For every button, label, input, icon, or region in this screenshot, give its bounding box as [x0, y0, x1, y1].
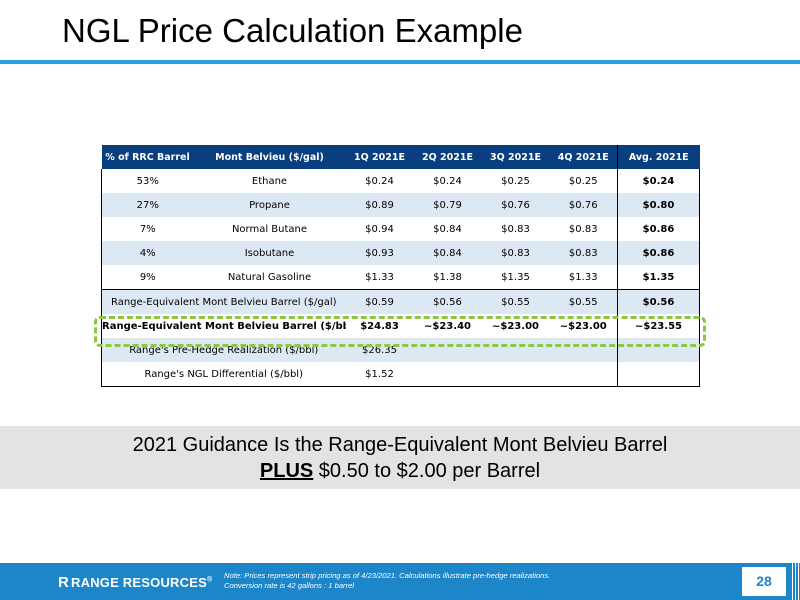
cell-q2: $0.84: [413, 217, 482, 241]
cell-q4: $0.55: [549, 289, 618, 314]
cell-name: Isobutane: [193, 241, 346, 265]
cell-q3: $0.55: [481, 289, 550, 314]
cell-avg: $0.24: [617, 169, 700, 193]
cell-q2: [413, 362, 482, 387]
summary-row-gal: Range-Equivalent Mont Belvieu Barrel ($/…: [101, 289, 700, 314]
cell-q1: $0.24: [345, 169, 414, 193]
cell-avg: $0.56: [617, 289, 700, 314]
footer-bar: R RANGE RESOURCES® Note: Prices represent…: [0, 563, 800, 600]
cell-q3: $0.83: [481, 241, 550, 265]
summary-row-realization: Range's Pre-Hedge Realization ($/bbl) $2…: [101, 338, 700, 362]
banner-line-2: PLUS $0.50 to $2.00 per Barrel: [0, 458, 800, 484]
cell-q4: ~$23.00: [549, 314, 618, 338]
cell-name: Normal Butane: [193, 217, 346, 241]
col-header-4q: 4Q 2021E: [549, 145, 618, 169]
cell-q4: $1.33: [549, 265, 618, 290]
cell-q3: ~$23.00: [481, 314, 550, 338]
col-header-mont-belvieu: Mont Belvieu ($/gal): [193, 145, 346, 169]
cell-avg: $0.86: [617, 241, 700, 265]
cell-q2: $1.38: [413, 265, 482, 290]
cell-name: Ethane: [193, 169, 346, 193]
cell-q2: ~$23.40: [413, 314, 482, 338]
cell-q2: [413, 338, 482, 362]
cell-avg: $0.86: [617, 217, 700, 241]
cell-q4: $0.83: [549, 241, 618, 265]
footnote-line-1: Note: Prices represent strip pricing as …: [224, 571, 551, 580]
summary-label: Range's Pre-Hedge Realization ($/bbl): [101, 338, 346, 362]
ngl-price-table: % of RRC Barrel Mont Belvieu ($/gal) 1Q …: [101, 145, 700, 387]
cell-q4: $0.25: [549, 169, 618, 193]
cell-q3: $0.25: [481, 169, 550, 193]
logo-text: RANGE RESOURCES: [71, 575, 207, 590]
range-r-icon: R: [58, 574, 70, 591]
cell-avg: $1.35: [617, 265, 700, 290]
cell-q1: $0.93: [345, 241, 414, 265]
cell-q1: $26.35: [345, 338, 414, 362]
col-header-1q: 1Q 2021E: [345, 145, 414, 169]
banner-line-1: 2021 Guidance Is the Range-Equivalent Mo…: [132, 434, 668, 456]
cell-q4: [549, 362, 618, 387]
summary-row-differential: Range's NGL Differential ($/bbl) $1.52: [101, 362, 700, 387]
col-header-pct: % of RRC Barrel: [101, 145, 194, 169]
page-title: NGL Price Calculation Example: [62, 12, 523, 49]
cell-avg: $0.80: [617, 193, 700, 217]
table-row: 27% Propane $0.89 $0.79 $0.76 $0.76 $0.8…: [101, 193, 700, 217]
col-header-2q: 2Q 2021E: [413, 145, 482, 169]
summary-label: Range-Equivalent Mont Belvieu Barrel ($/…: [101, 314, 346, 338]
cell-pct: 4%: [101, 241, 194, 265]
banner-line-2-rest: $0.50 to $2.00 per Barrel: [313, 460, 541, 482]
footnote-line-2: Conversion rate is 42 gallons : 1 barrel: [224, 581, 355, 590]
page-number: 28: [742, 567, 786, 596]
cell-q1: $0.59: [345, 289, 414, 314]
cell-pct: 9%: [101, 265, 194, 290]
cell-avg: [617, 362, 700, 387]
cell-q1: $24.83: [345, 314, 414, 338]
cell-q1: $1.33: [345, 265, 414, 290]
cell-q2: $0.79: [413, 193, 482, 217]
summary-label: Range-Equivalent Mont Belvieu Barrel ($/…: [101, 289, 346, 314]
cell-q3: [481, 338, 550, 362]
summary-label: Range's NGL Differential ($/bbl): [101, 362, 346, 387]
table-row: 4% Isobutane $0.93 $0.84 $0.83 $0.83 $0.…: [101, 241, 700, 265]
table-row: 9% Natural Gasoline $1.33 $1.38 $1.35 $1…: [101, 265, 700, 290]
table-header-row: % of RRC Barrel Mont Belvieu ($/gal) 1Q …: [101, 145, 700, 169]
cell-pct: 27%: [101, 193, 194, 217]
cell-q3: $1.35: [481, 265, 550, 290]
col-header-avg: Avg. 2021E: [617, 145, 700, 169]
banner-plus: PLUS: [259, 460, 314, 482]
cell-pct: 7%: [101, 217, 194, 241]
table-row: 7% Normal Butane $0.94 $0.84 $0.83 $0.83…: [101, 217, 700, 241]
cell-avg: ~$23.55: [617, 314, 700, 338]
cell-q3: $0.83: [481, 217, 550, 241]
cell-avg: [617, 338, 700, 362]
title-rule: [0, 60, 800, 64]
summary-row-bbl: Range-Equivalent Mont Belvieu Barrel ($/…: [101, 314, 700, 338]
footer-stripes: [790, 563, 800, 600]
cell-pct: 53%: [101, 169, 194, 193]
cell-q4: $0.83: [549, 217, 618, 241]
cell-q4: [549, 338, 618, 362]
cell-q3: $0.76: [481, 193, 550, 217]
cell-q2: $0.84: [413, 241, 482, 265]
guidance-banner: 2021 Guidance Is the Range-Equivalent Mo…: [0, 426, 800, 489]
registered-mark: ®: [206, 576, 213, 584]
footnote: Note: Prices represent strip pricing as …: [224, 571, 550, 591]
cell-q4: $0.76: [549, 193, 618, 217]
cell-name: Propane: [193, 193, 346, 217]
cell-q3: [481, 362, 550, 387]
cell-q1: $0.94: [345, 217, 414, 241]
cell-q1: $0.89: [345, 193, 414, 217]
table-row: 53% Ethane $0.24 $0.24 $0.25 $0.25 $0.24: [101, 169, 700, 193]
cell-q1: $1.52: [345, 362, 414, 387]
col-header-3q: 3Q 2021E: [481, 145, 550, 169]
cell-name: Natural Gasoline: [193, 265, 346, 290]
cell-q2: $0.56: [413, 289, 482, 314]
cell-q2: $0.24: [413, 169, 482, 193]
range-resources-logo: R RANGE RESOURCES®: [58, 574, 212, 591]
